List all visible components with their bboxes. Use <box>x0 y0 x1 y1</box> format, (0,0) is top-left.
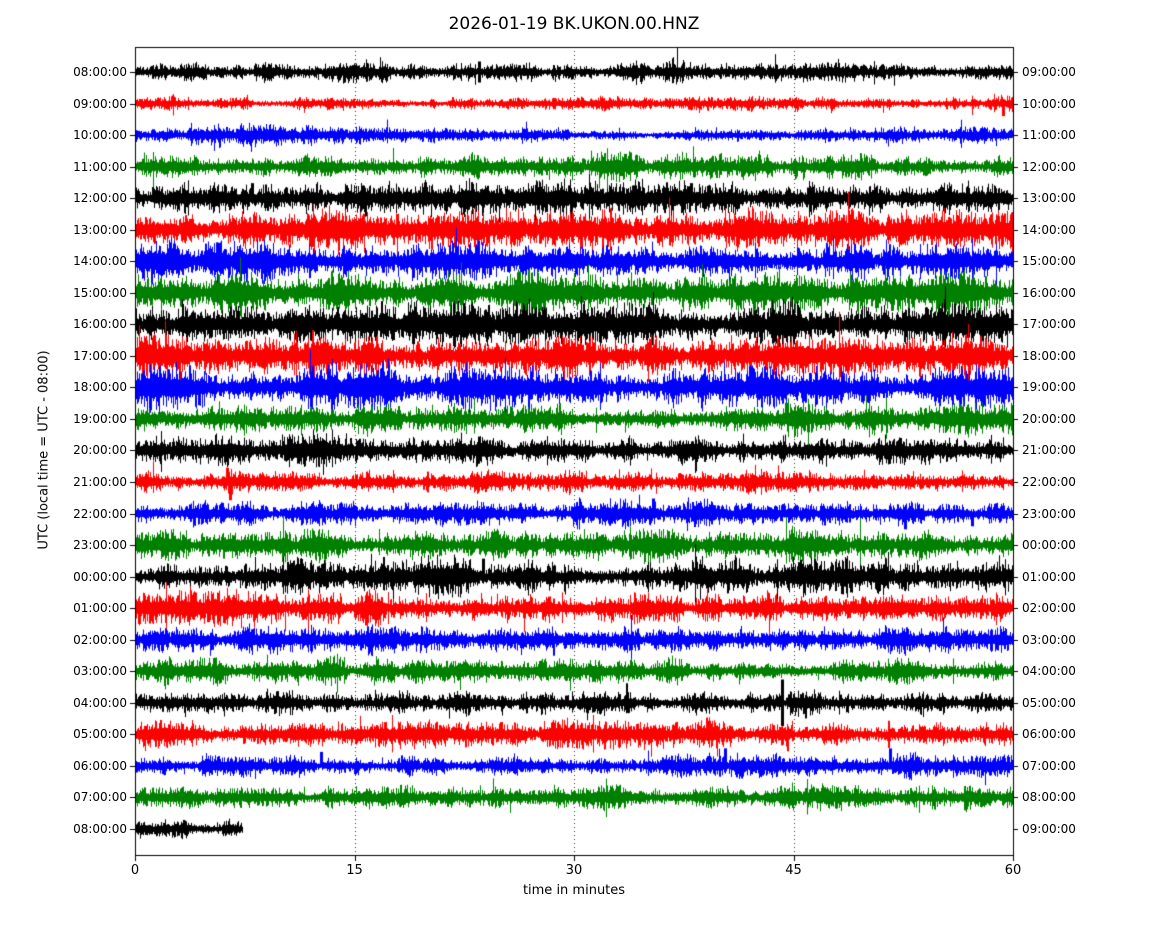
y-tick-label-right: 05:00:00 <box>1022 695 1076 710</box>
y-tick-label-right: 02:00:00 <box>1022 601 1076 616</box>
y-tick-label-left: 06:00:00 <box>73 758 127 773</box>
y-tick-label-left: 18:00:00 <box>73 380 127 395</box>
y-tick-label-right: 03:00:00 <box>1022 632 1076 647</box>
y-tick-label-right: 04:00:00 <box>1022 664 1076 679</box>
y-tick-label-right: 18:00:00 <box>1022 348 1076 363</box>
y-tick-label-right: 09:00:00 <box>1022 65 1076 79</box>
y-tick-label-right: 11:00:00 <box>1022 128 1076 143</box>
y-tick-label-right: 14:00:00 <box>1022 222 1076 237</box>
y-tick-label-right: 01:00:00 <box>1022 569 1076 584</box>
y-tick-label-right: 09:00:00 <box>1022 821 1076 836</box>
y-tick-label-right: 15:00:00 <box>1022 254 1076 269</box>
y-tick-label-right: 13:00:00 <box>1022 191 1076 206</box>
y-tick-label-left: 12:00:00 <box>73 191 127 206</box>
y-tick-label-left: 08:00:00 <box>73 821 127 836</box>
y-tick-label-left: 17:00:00 <box>73 348 127 363</box>
y-tick-label-right: 23:00:00 <box>1022 506 1076 521</box>
y-tick-label-left: 14:00:00 <box>73 254 127 269</box>
y-tick-label-left: 13:00:00 <box>73 222 127 237</box>
y-tick-label-right: 19:00:00 <box>1022 380 1076 395</box>
y-tick-label-right: 12:00:00 <box>1022 159 1076 174</box>
y-tick-label-left: 02:00:00 <box>73 632 127 647</box>
y-tick-label-left: 11:00:00 <box>73 159 127 174</box>
x-tick-label: 0 <box>130 863 140 878</box>
y-tick-label-right: 16:00:00 <box>1022 285 1076 300</box>
y-tick-label-left: 03:00:00 <box>73 664 127 679</box>
y-axis-label: UTC (local time = UTC - 08:00) <box>36 350 52 550</box>
y-tick-label-left: 16:00:00 <box>73 317 127 332</box>
y-tick-label-left: 19:00:00 <box>73 411 127 426</box>
y-tick-label-left: 09:00:00 <box>73 96 127 111</box>
y-tick-label-left: 22:00:00 <box>73 506 127 521</box>
y-tick-label-left: 01:00:00 <box>73 601 127 616</box>
y-tick-label-left: 05:00:00 <box>73 727 127 742</box>
y-tick-label-right: 06:00:00 <box>1022 727 1076 742</box>
y-tick-label-left: 21:00:00 <box>73 475 127 490</box>
y-tick-label-right: 07:00:00 <box>1022 758 1076 773</box>
x-tick-label: 45 <box>785 863 802 878</box>
y-tick-label-left: 00:00:00 <box>73 569 127 584</box>
chart-title: 2026-01-19 BK.UKON.00.HNZ <box>448 14 700 34</box>
y-tick-label-right: 10:00:00 <box>1022 96 1076 111</box>
x-tick-label: 15 <box>346 863 363 878</box>
y-tick-label-left: 10:00:00 <box>73 128 127 143</box>
y-tick-label-right: 17:00:00 <box>1022 317 1076 332</box>
y-tick-label-left: 23:00:00 <box>73 538 127 553</box>
x-tick-label: 30 <box>565 863 583 878</box>
y-tick-label-right: 00:00:00 <box>1022 538 1076 553</box>
y-tick-label-left: 07:00:00 <box>73 790 127 805</box>
y-tick-label-left: 04:00:00 <box>73 695 127 710</box>
y-tick-label-right: 21:00:00 <box>1022 443 1076 458</box>
y-tick-label-right: 22:00:00 <box>1022 475 1076 490</box>
x-tick-label: 60 <box>1004 863 1022 878</box>
y-tick-label-left: 08:00:00 <box>73 65 127 79</box>
y-tick-label-left: 15:00:00 <box>73 285 127 300</box>
y-tick-label-right: 20:00:00 <box>1022 411 1076 426</box>
y-tick-label-right: 08:00:00 <box>1022 790 1076 805</box>
x-axis-label: time in minutes <box>522 883 626 898</box>
y-tick-label-left: 20:00:00 <box>73 443 127 458</box>
